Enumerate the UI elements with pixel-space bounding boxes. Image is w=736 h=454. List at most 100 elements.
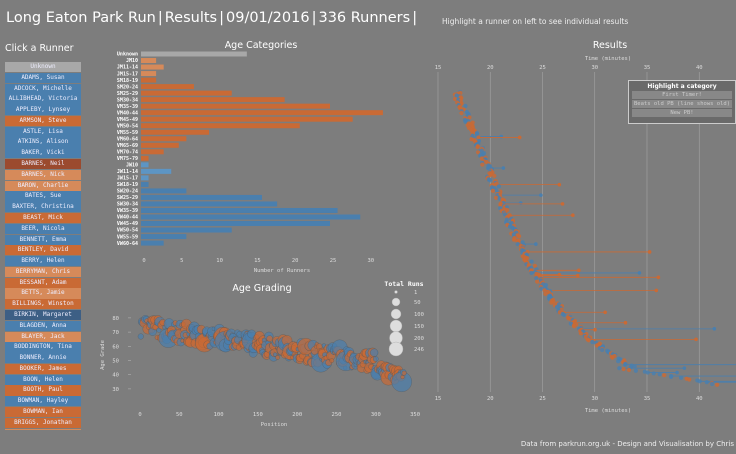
category-label: VW55-59 (117, 234, 138, 240)
category-label: VW50-54 (117, 228, 138, 234)
category-label: SM18-19 (117, 78, 138, 84)
result-point (579, 331, 583, 335)
x-tick-label: 250 (332, 412, 342, 418)
old-pb-point (558, 183, 562, 187)
result-point (529, 259, 533, 263)
old-pb-point (648, 250, 652, 254)
time-tick-top: 35 (644, 65, 651, 71)
grade-point (373, 356, 378, 361)
result-point (494, 196, 498, 200)
category-bar (141, 234, 186, 239)
first-timer-button[interactable]: First Timer! (632, 91, 732, 99)
time-tick-bottom: 40 (696, 396, 703, 402)
result-point (646, 370, 650, 374)
old-pb-point (577, 268, 581, 272)
size-legend-circle (390, 320, 402, 332)
x-tick-label: 350 (410, 412, 420, 418)
time-tick-bottom: 15 (435, 396, 442, 402)
category-label: JM10 (126, 58, 138, 64)
category-bar (141, 149, 164, 154)
result-point (529, 271, 533, 275)
category-bar (141, 162, 149, 167)
size-legend-label: 1 (414, 290, 417, 296)
category-label: SW18-19 (117, 182, 138, 188)
time-tick-top: 20 (487, 65, 494, 71)
time-tick-bottom: 20 (487, 396, 494, 402)
x-tick-label: 50 (176, 412, 183, 418)
category-label: VM45-49 (117, 117, 138, 123)
old-pb-point (561, 202, 565, 206)
result-point (562, 313, 566, 317)
result-point (715, 383, 719, 387)
old-pb-point (657, 275, 661, 279)
x-tick-label: 0 (138, 412, 141, 418)
result-point (662, 373, 666, 377)
category-bar (141, 104, 330, 109)
result-point (542, 288, 546, 292)
grade-point (267, 336, 273, 342)
y-tick-label: 80 (112, 316, 119, 322)
grade-point (275, 355, 279, 359)
category-bar (141, 117, 353, 122)
y-tick-label: 60 (112, 344, 119, 350)
result-point (535, 280, 539, 284)
category-bar (141, 195, 262, 200)
result-point (627, 368, 631, 372)
category-label: JW15-17 (117, 176, 138, 182)
category-label: SW30-34 (117, 202, 138, 208)
category-label: VW45-49 (117, 221, 138, 227)
category-label: SM20-24 (117, 84, 138, 90)
result-point (622, 367, 626, 371)
category-bar (141, 182, 149, 187)
x-axis-label: Number of Runners (254, 268, 310, 274)
category-bar (141, 201, 277, 206)
result-point (698, 379, 702, 383)
category-label: Unknown (117, 52, 138, 58)
x-tick-label: 30 (367, 258, 374, 264)
category-bar (141, 84, 194, 89)
category-bar (141, 188, 186, 193)
new-pb-button[interactable]: New PB! (632, 109, 732, 117)
result-point (616, 359, 620, 363)
old-pb-point (624, 321, 628, 325)
size-legend-circle (389, 342, 403, 356)
category-label: SM25-29 (117, 91, 138, 97)
y-tick-label: 70 (112, 330, 119, 336)
result-point (679, 376, 683, 380)
x-tick-label: 300 (371, 412, 381, 418)
old-pb-point (683, 366, 687, 370)
y-axis-label: Age Grade (100, 340, 106, 370)
size-legend-circle (395, 291, 398, 294)
time-tick-top: 30 (591, 65, 598, 71)
result-point (475, 145, 479, 149)
category-label: VW35-39 (117, 208, 138, 214)
old-pb-point (638, 271, 642, 275)
result-point (710, 382, 714, 386)
result-point (543, 292, 547, 296)
x-tick-label: 5 (180, 258, 183, 264)
size-legend-label: 50 (414, 300, 421, 306)
category-bar (141, 215, 360, 220)
category-label: JW11-14 (117, 169, 138, 175)
results-title: Results (593, 40, 627, 51)
result-point (480, 162, 484, 166)
category-label: VM60-64 (117, 136, 138, 142)
time-tick-top: 25 (539, 65, 546, 71)
category-label: VW40-44 (117, 215, 138, 221)
result-point (572, 324, 576, 328)
category-label: VM75-79 (117, 156, 138, 162)
old-pb-point (603, 310, 607, 314)
old-pb-point (713, 327, 717, 331)
old-pb-point (502, 166, 506, 170)
old-pb-point (518, 136, 522, 140)
old-pb-point (571, 213, 575, 217)
category-label: JW10 (126, 163, 138, 169)
category-label: VM35-39 (117, 104, 138, 110)
beats-old-pb-button[interactable]: Beats old PB (line shows old) (632, 100, 732, 108)
result-point (492, 174, 496, 178)
result-point (488, 178, 492, 182)
result-point (517, 234, 521, 238)
size-legend-label: 100 (414, 312, 424, 318)
size-legend-label: 246 (414, 347, 424, 353)
